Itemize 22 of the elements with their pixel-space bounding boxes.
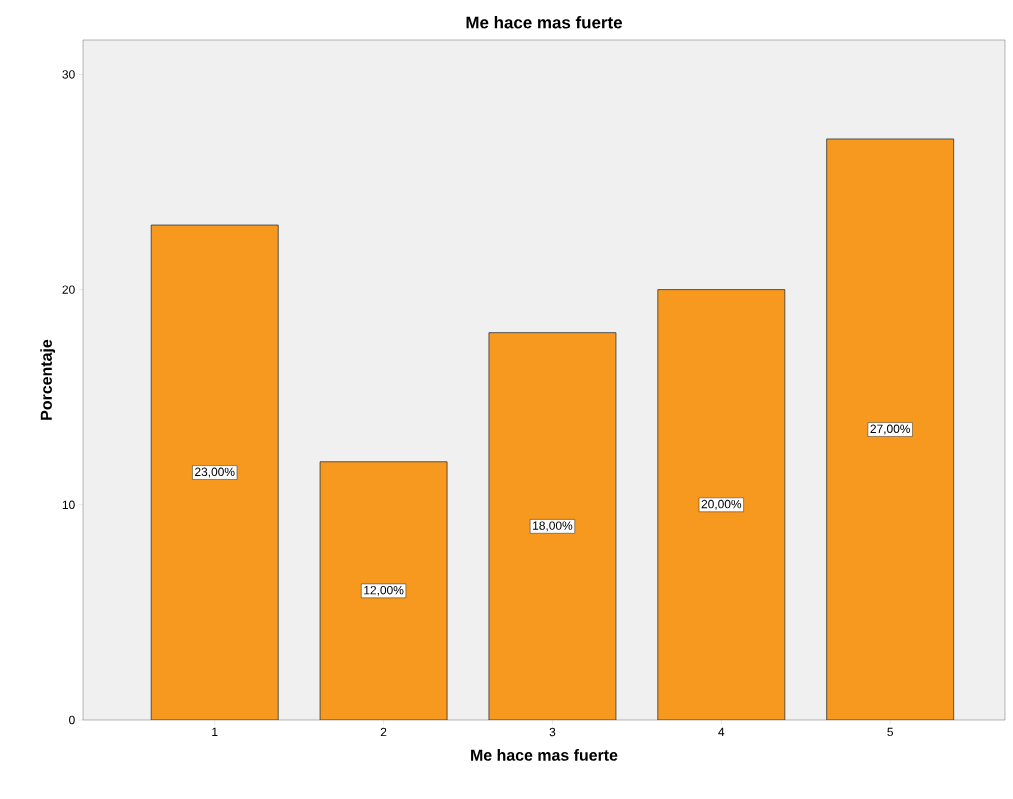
bar xyxy=(488,332,616,720)
bar xyxy=(150,224,279,720)
data-label: 23,00% xyxy=(195,467,235,478)
bar xyxy=(319,461,448,720)
chart-title: Me hace mas fuerte xyxy=(466,16,622,29)
x-tick-label: 3 xyxy=(549,727,556,737)
y-tick-label: 20 xyxy=(62,285,75,294)
x-tick-label: 1 xyxy=(212,727,218,736)
y-tick-label: 0 xyxy=(69,715,75,725)
data-label: 27,00% xyxy=(870,424,911,435)
x-axis-title: Me hace mas fuerte xyxy=(471,749,618,761)
x-tick-label: 4 xyxy=(718,727,725,736)
data-label: 12,00% xyxy=(364,585,404,596)
bar xyxy=(657,289,786,720)
y-tick-label: 30 xyxy=(62,70,75,79)
data-label: 20,00% xyxy=(701,499,742,510)
data-label: 18,00% xyxy=(533,521,573,532)
x-tick-label: 5 xyxy=(887,727,893,737)
x-tick-label: 2 xyxy=(380,727,387,737)
y-axis-title: Porcentaje xyxy=(40,339,56,420)
bar xyxy=(826,138,955,720)
y-tick-label: 10 xyxy=(62,500,75,510)
